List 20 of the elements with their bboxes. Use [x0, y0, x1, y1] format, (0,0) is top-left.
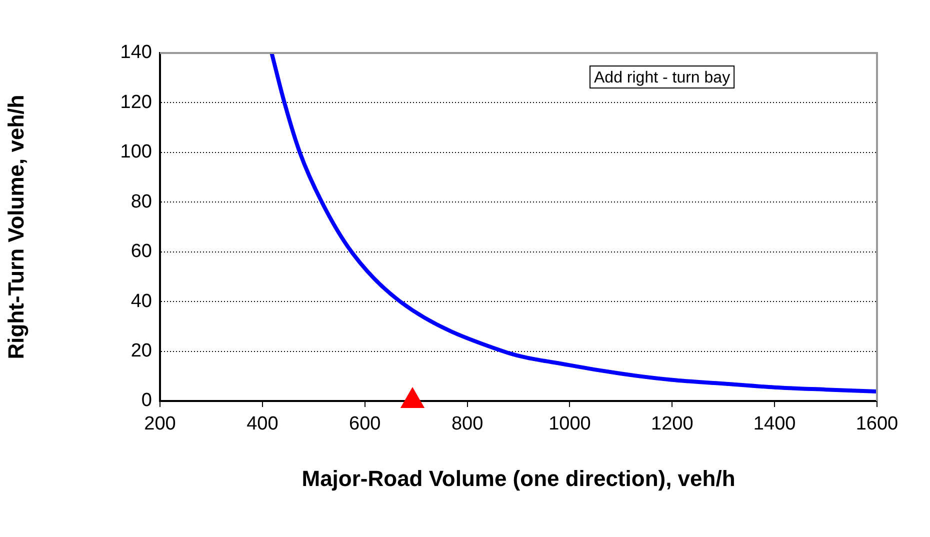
x-tick-label: 1600 [856, 414, 898, 435]
line-series [270, 51, 879, 394]
y-tick-label: 0 [141, 390, 152, 412]
y-tick-label: 140 [120, 42, 152, 64]
x-axis-title: Major-Road Volume (one direction), veh/h [302, 466, 736, 491]
x-tick-label: 800 [451, 414, 484, 435]
x-tick-label: 1400 [753, 414, 796, 435]
x-tick-label: 400 [246, 414, 278, 435]
annotation: Add right - turn bay [594, 69, 730, 86]
y-tick-label: 40 [130, 290, 152, 312]
y-tick-label: 80 [130, 191, 152, 212]
y-tick-label: 20 [130, 340, 152, 362]
x-tick-label: 1200 [651, 414, 694, 435]
y-tick-label: 120 [120, 92, 152, 113]
x-tick-label: 200 [144, 414, 176, 435]
x-tick-label: 600 [349, 414, 381, 435]
x-tick-label: 1000 [548, 414, 591, 435]
y-tick-label: 100 [120, 142, 152, 163]
y-axis-title: Right-Turn Volume, veh/h [3, 94, 28, 360]
y-tick-label: 60 [130, 241, 152, 262]
